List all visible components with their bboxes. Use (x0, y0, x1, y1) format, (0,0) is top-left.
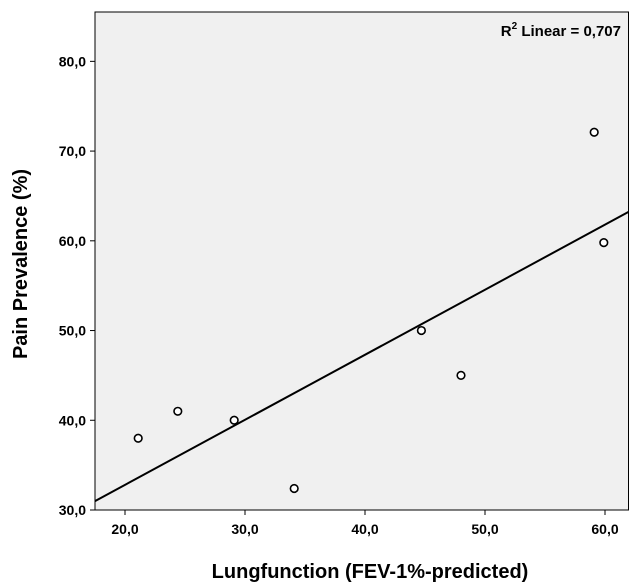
data-point (600, 239, 608, 247)
x-axis-title: Lungfunction (FEV-1%-predicted) (212, 561, 529, 583)
y-tick-label: 70,0 (59, 143, 86, 159)
r-squared-prefix: R (501, 23, 512, 40)
data-point (590, 128, 598, 136)
x-tick-label: 30,0 (231, 521, 258, 537)
x-tick-label: 60,0 (591, 521, 618, 537)
x-tick-label: 20,0 (111, 521, 138, 537)
x-axis: 20,0 30,0 40,0 50,0 60,0 (111, 510, 618, 537)
data-point (290, 485, 298, 493)
data-point (230, 416, 238, 424)
x-tick-label: 50,0 (471, 521, 498, 537)
r-squared-annotation: R2 Linear = 0,707 (501, 21, 621, 40)
data-point (174, 407, 182, 415)
y-tick-label: 80,0 (59, 53, 86, 69)
y-tick-label: 30,0 (59, 502, 86, 518)
x-tick-label: 40,0 (351, 521, 378, 537)
plot-area (95, 12, 629, 510)
r-squared-suffix: Linear = 0,707 (517, 23, 621, 40)
y-tick-label: 40,0 (59, 412, 86, 428)
y-axis: 30,0 40,0 50,0 60,0 70,0 80,0 (59, 53, 95, 518)
data-point (134, 434, 142, 442)
data-point (457, 372, 465, 380)
data-point (418, 327, 426, 335)
y-axis-title: Pain Prevalence (%) (10, 169, 32, 359)
y-tick-label: 50,0 (59, 323, 86, 339)
y-tick-label: 60,0 (59, 233, 86, 249)
